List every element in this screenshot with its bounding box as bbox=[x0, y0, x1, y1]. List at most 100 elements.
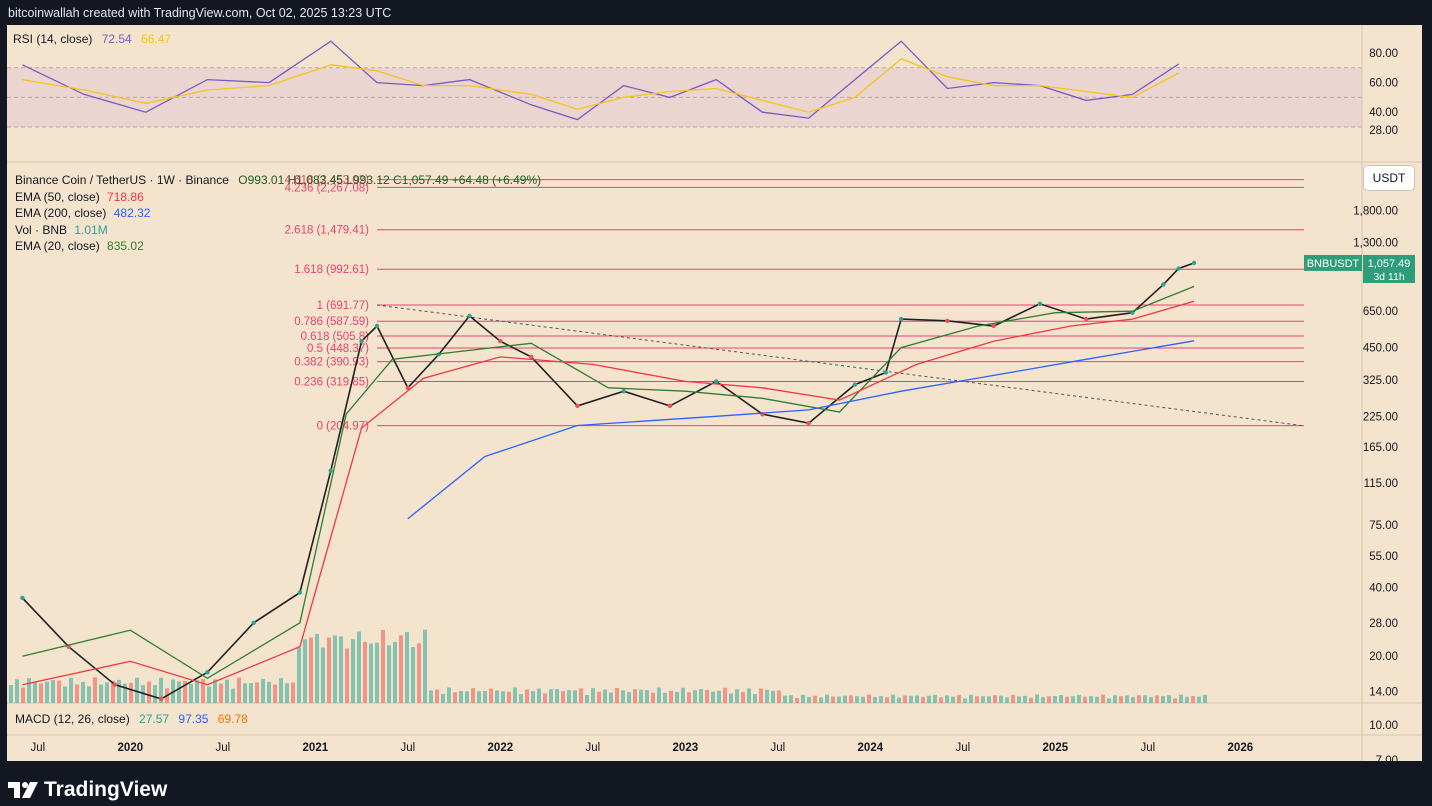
ema20-label: EMA (20, close) bbox=[15, 239, 100, 253]
volume-bar bbox=[225, 679, 229, 703]
brand-name: TradingView bbox=[44, 778, 168, 801]
price-point bbox=[575, 403, 580, 409]
volume-bar bbox=[585, 694, 589, 703]
ema20-row[interactable]: EMA (20, close) 835.02 bbox=[15, 238, 541, 255]
volume-bar bbox=[1029, 697, 1033, 703]
price-point bbox=[405, 385, 411, 391]
fib-level-1-label: 1 (691.77) bbox=[317, 300, 370, 312]
volume-bar bbox=[717, 690, 721, 703]
volume-bar bbox=[657, 687, 661, 703]
price-tick-label: 1,300.00 bbox=[1353, 237, 1398, 249]
volume-bar bbox=[51, 680, 55, 703]
price-point bbox=[667, 403, 673, 409]
time-axis-label: 2024 bbox=[858, 742, 884, 754]
volume-bar bbox=[621, 690, 625, 703]
volume-bar bbox=[189, 683, 193, 703]
volume-bar bbox=[705, 689, 709, 703]
series-ema-200-close bbox=[407, 340, 1195, 520]
macd-value-3: 69.78 bbox=[217, 712, 248, 726]
time-axis-label: 2021 bbox=[303, 742, 329, 754]
volume-row[interactable]: Vol · BNB 1.01M bbox=[15, 222, 541, 239]
volume-bar bbox=[273, 684, 277, 703]
volume-bar bbox=[867, 694, 871, 703]
volume-bar bbox=[69, 677, 73, 703]
price-point bbox=[713, 379, 719, 384]
volume-bar bbox=[687, 692, 691, 703]
volume-bar bbox=[315, 633, 319, 703]
volume-bar bbox=[291, 682, 295, 703]
chart-area[interactable]: 4.236 (2,267.08) 4.618 (2,453.02) 2.618 (1… bbox=[7, 25, 1422, 761]
volume-bar bbox=[699, 689, 703, 703]
volume-bar bbox=[495, 690, 499, 703]
volume-bar bbox=[807, 696, 811, 703]
volume-bar bbox=[813, 695, 817, 703]
fib-level-0.382-label: 0.382 (390.93) bbox=[294, 357, 369, 369]
price-point bbox=[498, 339, 503, 344]
volume-bar bbox=[597, 691, 601, 703]
currency-button[interactable]: USDT bbox=[1364, 166, 1414, 190]
volume-bar bbox=[369, 643, 373, 703]
volume-bar bbox=[783, 695, 787, 703]
volume-bar bbox=[1023, 695, 1027, 703]
tradingview-logo[interactable]: TradingView bbox=[8, 778, 167, 802]
volume-bar bbox=[825, 694, 829, 703]
volume-bar bbox=[123, 683, 127, 703]
volume-bar bbox=[441, 693, 445, 703]
main-legend: Binance Coin / TetherUS · 1W · Binance O… bbox=[15, 172, 541, 255]
volume-bar bbox=[561, 691, 565, 703]
time-axis-label: Jul bbox=[770, 742, 785, 754]
volume-bar bbox=[513, 687, 517, 703]
volume-bar bbox=[915, 695, 919, 703]
volume-bar bbox=[117, 679, 121, 703]
volume-bar bbox=[549, 689, 553, 703]
volume-bar bbox=[99, 684, 103, 703]
volume-bar bbox=[153, 685, 157, 703]
price-point bbox=[20, 595, 25, 601]
volume-bar bbox=[471, 688, 475, 703]
rsi-tick-label: 60.00 bbox=[1369, 78, 1398, 90]
volume-bar bbox=[819, 697, 823, 703]
volume-bar bbox=[567, 690, 571, 703]
volume-bar bbox=[537, 688, 541, 703]
volume-bar bbox=[615, 688, 619, 703]
volume-bar bbox=[729, 693, 733, 703]
volume-bar bbox=[303, 639, 307, 703]
volume-bar bbox=[81, 681, 85, 703]
volume-bar bbox=[675, 691, 679, 703]
volume-bar bbox=[873, 697, 877, 703]
ema50-row[interactable]: EMA (50, close) 718.86 bbox=[15, 189, 541, 206]
ema200-row[interactable]: EMA (200, close) 482.32 bbox=[15, 205, 541, 222]
volume-bar bbox=[1161, 696, 1165, 703]
volume-bar bbox=[1059, 695, 1063, 703]
volume-bar bbox=[681, 687, 685, 703]
time-axis-label: 2023 bbox=[673, 742, 699, 754]
volume-bar bbox=[501, 691, 505, 703]
rsi-tick-label: 80.00 bbox=[1369, 48, 1398, 60]
price-tick-label: 75.00 bbox=[1369, 520, 1398, 532]
volume-bar bbox=[483, 690, 487, 703]
volume-bar bbox=[21, 687, 25, 703]
time-axis-label: 2026 bbox=[1228, 742, 1254, 754]
volume-bar bbox=[981, 696, 985, 703]
volume-bar bbox=[693, 690, 697, 703]
volume-bar bbox=[711, 691, 715, 703]
time-axis-label: 2022 bbox=[488, 742, 514, 754]
ohlc-values: O993.01 H1,083.45 L993.12 C1,057.49 +64.… bbox=[238, 173, 542, 187]
volume-bar bbox=[633, 689, 637, 703]
volume-bar bbox=[183, 681, 187, 703]
price-point bbox=[883, 370, 888, 375]
volume-bar bbox=[345, 648, 349, 703]
volume-bar bbox=[429, 690, 433, 703]
price-tick-label: 115.00 bbox=[1364, 478, 1398, 490]
price-tick-label: 10.00 bbox=[1369, 720, 1398, 732]
symbol-label[interactable]: Binance Coin / TetherUS · 1W · Binance bbox=[15, 173, 229, 187]
macd-legend[interactable]: MACD (12, 26, close) 27.57 97.35 69.78 bbox=[15, 712, 248, 726]
volume-bar bbox=[573, 690, 577, 703]
chart-canvas[interactable]: 4.236 (2,267.08)4.618 (2,453.02) 2.618 (1… bbox=[7, 25, 1422, 761]
volume-label: Vol · BNB bbox=[15, 222, 68, 237]
price-point bbox=[297, 590, 303, 595]
volume-bar bbox=[579, 688, 583, 703]
volume-bar bbox=[855, 696, 859, 703]
volume-bar bbox=[159, 677, 163, 703]
volume-bar bbox=[387, 645, 391, 703]
